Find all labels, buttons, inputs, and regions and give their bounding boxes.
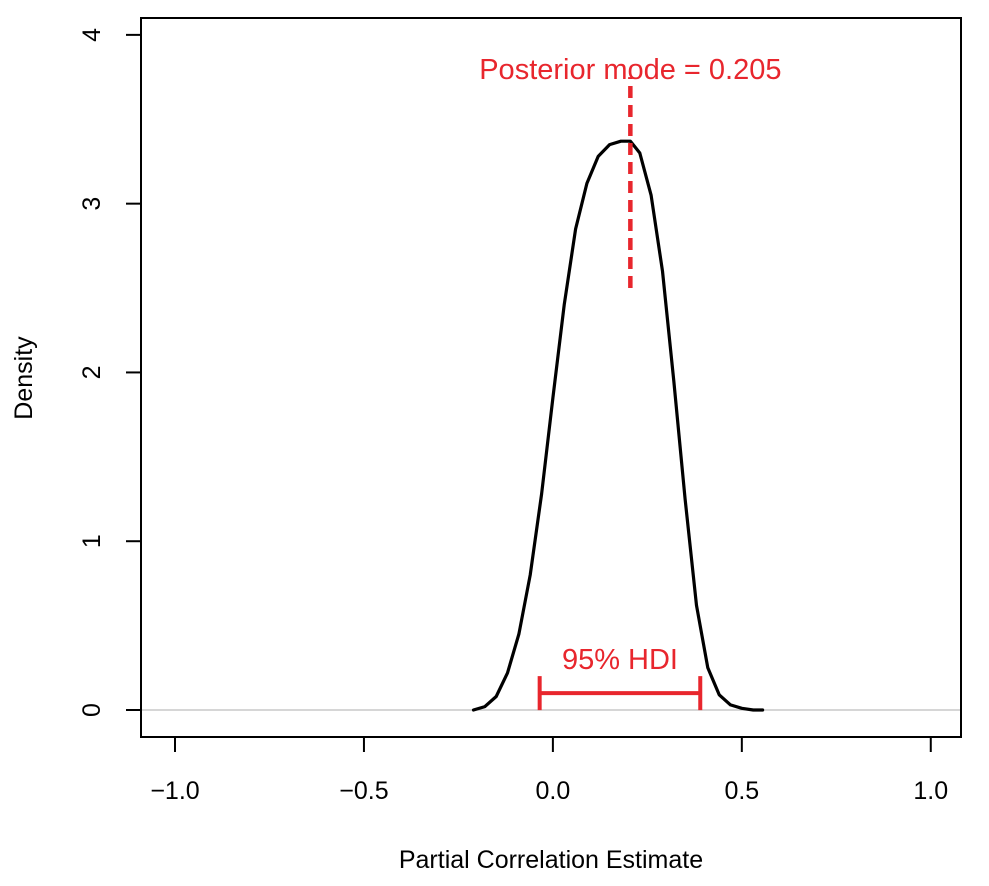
y-tick-label: 2	[78, 365, 106, 379]
plot-frame	[140, 17, 962, 738]
y-axis-label: Density	[10, 336, 38, 420]
posterior-mode-label: Posterior mode = 0.205	[479, 54, 781, 86]
x-tick-label: 1.0	[913, 777, 948, 805]
y-tick-label: 3	[78, 197, 106, 211]
density-curve	[471, 139, 765, 712]
y-tick-label: 1	[78, 534, 106, 548]
hdi-label: 95% HDI	[562, 644, 678, 676]
x-tick-label: −0.5	[339, 777, 388, 805]
y-tick-label: 0	[78, 703, 106, 717]
x-axis-label: Partial Correlation Estimate	[399, 846, 703, 874]
y-tick-label: 4	[78, 28, 106, 42]
x-tick-label: 0.5	[724, 777, 759, 805]
x-tick-label: −1.0	[150, 777, 199, 805]
x-tick-label: 0.0	[536, 777, 571, 805]
